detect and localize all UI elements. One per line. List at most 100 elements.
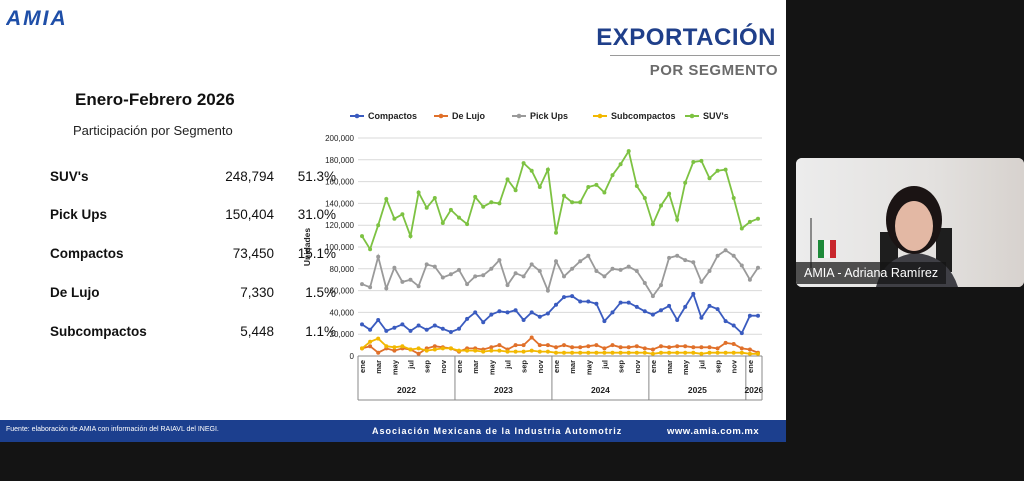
segment-units: 73,450	[232, 246, 274, 261]
segment-row: Compactos 73,450 15.1%	[50, 246, 336, 266]
data-point	[489, 266, 494, 271]
segment-name: SUV's	[50, 169, 89, 184]
segment-share: 31.0%	[297, 207, 336, 222]
data-point	[707, 303, 712, 308]
data-point	[586, 350, 591, 355]
data-point	[739, 346, 744, 351]
data-point	[715, 168, 720, 173]
data-point	[578, 345, 583, 350]
data-point	[739, 331, 744, 336]
x-month-label: ene	[649, 360, 658, 373]
segment-name: Compactos	[50, 246, 124, 261]
data-point	[602, 274, 607, 279]
data-point	[392, 265, 397, 270]
data-point	[667, 191, 672, 196]
data-point	[602, 350, 607, 355]
data-point	[360, 282, 364, 287]
data-point	[489, 345, 494, 350]
participant-video-tile[interactable]: AMIA - Adriana Ramírez	[796, 158, 1024, 287]
data-point	[586, 299, 591, 304]
data-point	[554, 259, 558, 264]
data-point	[376, 336, 381, 341]
data-point	[416, 190, 421, 195]
data-point	[440, 221, 445, 225]
data-point	[610, 266, 615, 271]
data-point	[473, 274, 478, 279]
data-point	[594, 182, 599, 187]
data-point	[448, 272, 453, 277]
data-point	[570, 200, 575, 205]
data-point	[457, 348, 461, 353]
data-point	[683, 304, 688, 309]
data-point	[715, 350, 720, 355]
presentation-slide: AMIA EXPORTACIÓN POR SEGMENTO Enero-Febr…	[0, 0, 786, 442]
x-month-label: nov	[439, 359, 448, 373]
data-point	[432, 344, 437, 349]
data-point	[626, 345, 631, 350]
x-month-label: ene	[552, 360, 561, 373]
data-point	[521, 318, 526, 322]
series-line-4	[361, 148, 759, 252]
data-point	[699, 279, 704, 284]
data-point	[642, 196, 647, 200]
data-point	[723, 167, 728, 172]
x-month-label: sep	[617, 360, 626, 373]
data-point	[537, 349, 542, 354]
data-point	[667, 345, 672, 350]
legend-label: De Lujo	[452, 111, 486, 121]
segment-units: 5,448	[240, 324, 274, 339]
segment-row: SUV's 248,794 51.3%	[50, 169, 336, 189]
data-point	[416, 351, 421, 356]
data-point	[578, 200, 583, 205]
data-point	[457, 326, 461, 331]
series-line-0	[361, 291, 758, 335]
data-point	[602, 319, 607, 324]
data-point	[578, 299, 583, 304]
data-point	[497, 201, 502, 206]
data-point	[650, 222, 655, 227]
data-point	[594, 269, 599, 273]
data-point	[432, 264, 437, 269]
data-point	[747, 347, 752, 352]
data-point	[731, 323, 736, 328]
x-month-label: sep	[714, 360, 723, 373]
data-point	[586, 185, 591, 189]
data-point	[545, 288, 550, 293]
data-point	[659, 344, 663, 349]
legend-marker	[597, 113, 603, 119]
segment-share: 1.1%	[305, 324, 336, 339]
data-point	[481, 349, 486, 354]
data-point	[497, 348, 502, 353]
data-point	[683, 258, 688, 263]
data-point	[650, 294, 655, 299]
data-point	[756, 265, 760, 270]
data-point	[739, 350, 744, 355]
data-point	[570, 294, 575, 299]
data-point	[554, 350, 558, 355]
year-label: 2026	[744, 385, 763, 395]
x-month-label: nov	[730, 359, 739, 373]
x-month-label: mar	[568, 360, 577, 374]
data-point	[448, 330, 453, 334]
year-label: 2025	[688, 385, 707, 395]
data-point	[739, 226, 744, 231]
x-month-label: jul	[600, 360, 609, 370]
slide-subtitle: POR SEGMENTO	[649, 62, 778, 79]
data-point	[408, 347, 413, 352]
data-point	[650, 351, 655, 356]
data-point	[675, 217, 680, 222]
data-point	[659, 283, 663, 288]
data-point	[667, 303, 672, 308]
data-point	[392, 216, 397, 221]
flag-stripe-white	[824, 240, 830, 258]
data-point	[731, 350, 736, 355]
data-point	[578, 350, 583, 355]
legend-label: Subcompactos	[611, 111, 676, 121]
data-point	[416, 346, 421, 351]
data-point	[562, 343, 566, 348]
title-divider	[610, 55, 780, 56]
y-tick-label: 100,000	[325, 243, 354, 252]
data-point	[465, 282, 470, 287]
data-point	[731, 196, 736, 200]
data-point	[675, 318, 680, 322]
